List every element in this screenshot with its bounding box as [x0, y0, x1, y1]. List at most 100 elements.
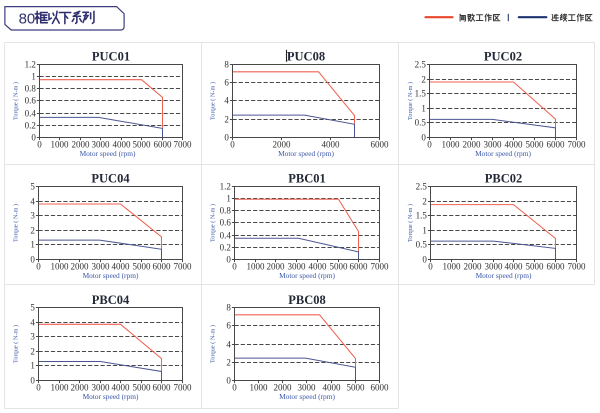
svg-text:1000: 1000 [51, 382, 70, 392]
svg-text:1000: 1000 [51, 261, 70, 271]
svg-text:3: 3 [30, 332, 35, 342]
svg-text:0.6: 0.6 [25, 96, 37, 106]
svg-text:4000: 4000 [505, 261, 524, 271]
svg-text:6000: 6000 [154, 139, 173, 149]
svg-text:Motor speed (rpm): Motor speed (rpm) [278, 149, 334, 158]
svg-text:7000: 7000 [568, 139, 587, 149]
svg-text:Torque ( N-m ): Torque ( N-m ) [210, 82, 217, 120]
svg-text:Motor speed (rpm): Motor speed (rpm) [83, 392, 139, 401]
svg-text:1.5: 1.5 [416, 211, 428, 221]
svg-text:4: 4 [226, 340, 231, 350]
svg-text:1000: 1000 [443, 261, 462, 271]
svg-text:5000: 5000 [526, 261, 545, 271]
svg-text:Motor speed (rpm): Motor speed (rpm) [279, 392, 335, 401]
svg-text:2: 2 [30, 347, 35, 357]
svg-text:6000: 6000 [371, 139, 390, 149]
svg-text:1.5: 1.5 [415, 89, 427, 99]
svg-text:PUC02: PUC02 [484, 49, 522, 63]
svg-text:PUC08: PUC08 [287, 49, 325, 63]
svg-text:2000: 2000 [72, 139, 91, 149]
svg-text:0.5: 0.5 [415, 118, 427, 128]
svg-text:0.5: 0.5 [416, 240, 428, 250]
svg-text:2: 2 [224, 115, 229, 125]
svg-text:3000: 3000 [484, 139, 503, 149]
svg-text:3000: 3000 [288, 261, 307, 271]
svg-text:1: 1 [421, 104, 426, 114]
svg-text:5000: 5000 [330, 261, 349, 271]
svg-text:2.5: 2.5 [416, 182, 428, 192]
svg-text:Motor speed (rpm): Motor speed (rpm) [279, 271, 335, 280]
svg-text:PBC08: PBC08 [288, 293, 326, 307]
svg-text:Torque ( N-m ): Torque ( N-m ) [407, 82, 414, 120]
svg-text:7000: 7000 [174, 261, 193, 271]
svg-text:0.2: 0.2 [220, 243, 231, 253]
svg-text:0: 0 [37, 139, 42, 149]
svg-text:0: 0 [232, 382, 237, 392]
svg-text:6000: 6000 [547, 261, 566, 271]
svg-text:4: 4 [30, 197, 35, 207]
svg-text:0: 0 [31, 133, 36, 143]
svg-text:2000: 2000 [463, 139, 482, 149]
svg-text:1000: 1000 [247, 261, 266, 271]
svg-text:4000: 4000 [112, 382, 131, 392]
svg-text:3000: 3000 [298, 382, 317, 392]
svg-text:6000: 6000 [547, 139, 566, 149]
svg-text:3000: 3000 [92, 261, 111, 271]
svg-text:5: 5 [30, 182, 35, 192]
svg-text:1: 1 [30, 361, 35, 371]
svg-text:4000: 4000 [505, 139, 524, 149]
svg-text:Torque ( N-m ): Torque ( N-m ) [13, 325, 20, 363]
svg-text:7000: 7000 [371, 261, 390, 271]
svg-text:4: 4 [30, 318, 35, 328]
svg-text:4000: 4000 [322, 139, 341, 149]
svg-text:1000: 1000 [51, 139, 70, 149]
svg-text:PBC02: PBC02 [485, 171, 523, 185]
svg-text:3: 3 [30, 211, 35, 221]
svg-text:6000: 6000 [153, 261, 172, 271]
svg-text:2: 2 [422, 197, 427, 207]
svg-text:6: 6 [226, 321, 231, 331]
svg-text:Motor speed (rpm): Motor speed (rpm) [475, 149, 531, 158]
svg-text:7000: 7000 [174, 382, 193, 392]
svg-text:8: 8 [224, 60, 229, 70]
svg-text:0.8: 0.8 [220, 206, 232, 216]
svg-text:Motor speed (rpm): Motor speed (rpm) [80, 149, 136, 158]
svg-text:2000: 2000 [71, 382, 90, 392]
svg-text:3000: 3000 [485, 261, 504, 271]
svg-text:80: 80 [19, 10, 36, 27]
svg-text:0: 0 [30, 376, 35, 386]
svg-text:1.2: 1.2 [220, 182, 231, 192]
svg-text:0.6: 0.6 [220, 218, 232, 228]
svg-text:0: 0 [224, 133, 229, 143]
svg-text:Torque ( N-m ): Torque ( N-m ) [210, 325, 217, 363]
svg-text:7000: 7000 [174, 139, 193, 149]
svg-text:0.2: 0.2 [25, 121, 36, 131]
svg-text:1: 1 [226, 194, 231, 204]
svg-text:2000: 2000 [273, 139, 292, 149]
svg-text:0: 0 [36, 261, 41, 271]
svg-text:Torque ( N-m ): Torque ( N-m ) [210, 204, 217, 242]
svg-text:1.2: 1.2 [25, 60, 36, 70]
svg-text:0: 0 [30, 255, 35, 265]
svg-text:2000: 2000 [71, 261, 90, 271]
svg-text:PUC01: PUC01 [92, 49, 130, 63]
svg-text:2: 2 [421, 75, 426, 85]
svg-text:6: 6 [224, 78, 229, 88]
svg-text:4000: 4000 [112, 261, 131, 271]
svg-text:0: 0 [422, 255, 427, 265]
svg-text:4000: 4000 [309, 261, 328, 271]
svg-text:6000: 6000 [371, 382, 390, 392]
svg-text:1: 1 [30, 240, 35, 250]
svg-text:0: 0 [428, 261, 433, 271]
svg-text:PUC04: PUC04 [91, 171, 130, 185]
svg-text:6000: 6000 [350, 261, 369, 271]
svg-text:Torque ( N-m ): Torque ( N-m ) [407, 204, 414, 242]
svg-text:0.4: 0.4 [25, 109, 37, 119]
svg-text:3000: 3000 [92, 382, 111, 392]
svg-text:6000: 6000 [153, 382, 172, 392]
svg-text:0: 0 [427, 139, 432, 149]
svg-text:4000: 4000 [113, 139, 132, 149]
svg-text:0: 0 [226, 376, 231, 386]
svg-text:1: 1 [31, 72, 36, 82]
svg-text:5000: 5000 [347, 382, 366, 392]
